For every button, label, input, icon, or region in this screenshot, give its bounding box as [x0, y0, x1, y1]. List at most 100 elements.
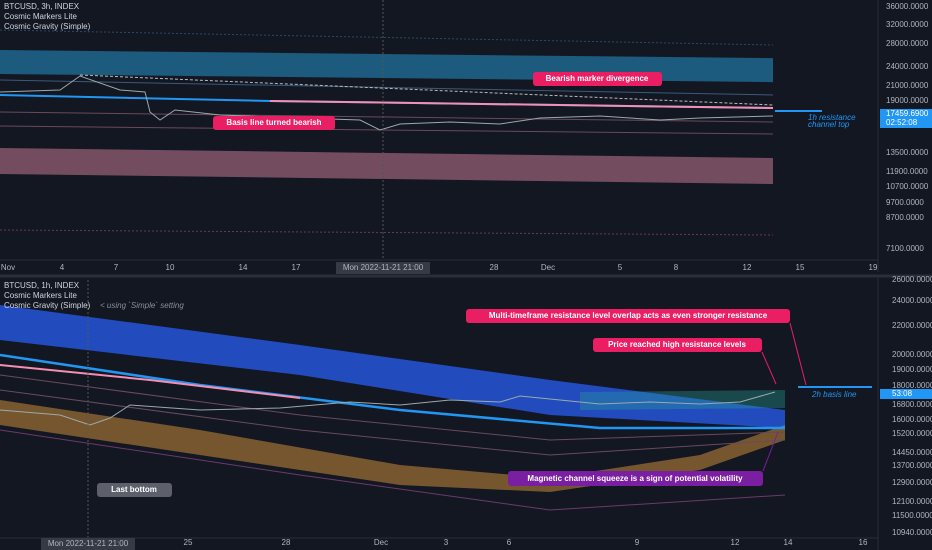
header: Cosmic Gravity (Simple): [4, 301, 91, 310]
line: [0, 79, 774, 96]
line: [0, 374, 786, 441]
y-label: 36000.0000: [886, 2, 929, 11]
x-label: 12: [731, 538, 740, 547]
annotation: Price reached high resistance levels: [608, 340, 746, 349]
line: [0, 111, 774, 123]
x-label: 15: [796, 263, 805, 272]
x-label: 14: [239, 263, 248, 272]
y-label: 24000.0000: [886, 62, 929, 71]
side-note: channel top: [808, 120, 850, 129]
basis-line: [0, 353, 785, 430]
x-label: 25: [184, 538, 193, 547]
x-label: 8: [674, 263, 679, 272]
y-label: 12900.0000: [892, 478, 932, 487]
band: [0, 305, 785, 428]
basis-line: [0, 364, 301, 399]
price-tag-text: 53:08: [892, 389, 913, 398]
band: [580, 390, 785, 410]
x-label: 14: [784, 538, 793, 547]
pointer: [789, 322, 807, 386]
y-label: 11500.0000: [892, 511, 932, 520]
x-label: 16: [859, 538, 868, 547]
y-axis: 36000.0000 32000.0000 28000.0000 24000.0…: [880, 2, 932, 253]
pointer: [761, 351, 777, 385]
x-label: 3: [444, 538, 449, 547]
y-label: 16800.0000: [892, 400, 932, 409]
price-tag: [880, 109, 932, 128]
x-label: 17: [292, 263, 301, 272]
band: [0, 148, 773, 184]
annotation-box: [508, 471, 763, 486]
bottom-chart: BTCUSD, 1h, INDEX Cosmic Markers Lite Co…: [0, 275, 932, 550]
y-label: 16000.0000: [892, 415, 932, 424]
x-label: 19: [869, 263, 878, 272]
header: BTCUSD, 3h, INDEX: [4, 2, 80, 11]
x-label: 6: [507, 538, 512, 547]
crosshair-label: Mon 2022-11-21 21:00: [343, 263, 424, 272]
price-tag: [880, 389, 932, 399]
x-label: Dec: [374, 538, 388, 547]
crosshair-tag: [41, 538, 135, 550]
y-label: 7100.0000: [886, 244, 924, 253]
y-label: 10940.0000: [892, 528, 932, 537]
annotation-box: [533, 72, 662, 86]
x-label: 9: [635, 538, 640, 547]
x-axis: Nov 4 7 10 14 17 28 Dec 5 8 12 15 19 Mon…: [1, 262, 878, 274]
y-label: 10700.0000: [886, 182, 929, 191]
line: [0, 29, 774, 46]
header: Cosmic Markers Lite: [4, 291, 77, 300]
x-label: Dec: [541, 263, 555, 272]
annotation: Bearish marker divergence: [546, 74, 649, 83]
price: [0, 391, 776, 426]
y-label: 21000.0000: [886, 81, 929, 90]
y-label: 32000.0000: [886, 20, 929, 29]
crosshair-label: Mon 2022-11-21 21:00: [48, 539, 129, 548]
header: Cosmic Markers Lite: [4, 12, 77, 21]
band: [0, 400, 785, 492]
line: [0, 389, 786, 456]
crosshair-tag: [336, 262, 430, 274]
price-tag-text: 02:52:08: [886, 118, 918, 127]
top-chart: BTCUSD, 3h, INDEX Cosmic Markers Lite Co…: [0, 0, 932, 274]
line: [0, 429, 786, 511]
y-label: 20000.0000: [892, 350, 932, 359]
annotation-box: [97, 483, 172, 497]
basis-line: [269, 100, 774, 109]
y-label: 19000.0000: [892, 365, 932, 374]
x-axis: 25 28 Dec 3 6 9 12 14 16 Mon 2022-11-21 …: [41, 538, 868, 550]
y-label: 9700.0000: [886, 198, 924, 207]
x-label: 12: [743, 263, 752, 272]
annotation: Multi-timeframe resistance level overlap…: [489, 311, 768, 320]
x-label: Nov: [1, 263, 15, 272]
annotation-box: [466, 309, 790, 323]
y-label: 13500.0000: [886, 148, 929, 157]
y-label: 13700.0000: [892, 461, 932, 470]
y-label: 18000.0000: [892, 381, 932, 390]
pointer: [762, 431, 779, 472]
side-note: 1h resistance: [808, 113, 856, 122]
line: [0, 125, 774, 135]
y-label: 26000.0000: [892, 275, 932, 284]
y-label: 28000.0000: [886, 39, 929, 48]
divergence-line: [79, 74, 774, 106]
annotation: Basis line turned bearish: [226, 118, 321, 127]
header: BTCUSD, 1h, INDEX: [4, 281, 80, 290]
annotation: Magnetic channel squeeze is a sign of po…: [527, 474, 743, 483]
x-label: 10: [166, 263, 175, 272]
header: Cosmic Gravity (Simple): [4, 22, 91, 31]
annotation-box: [593, 338, 762, 352]
y-label: 12100.0000: [892, 497, 932, 506]
x-label: 5: [618, 263, 623, 272]
x-label: 28: [490, 263, 499, 272]
x-label: 4: [60, 263, 65, 272]
x-label: 7: [114, 263, 119, 272]
price-tag-text: 17459.6900: [886, 109, 929, 118]
setting-note: < using `Simple` setting: [100, 301, 184, 310]
y-label: 22000.0000: [892, 321, 932, 330]
y-label: 24000.0000: [892, 296, 932, 305]
annotation-box: [213, 116, 335, 130]
y-axis: 26000.0000 24000.0000 22000.0000 20000.0…: [880, 275, 932, 537]
x-label: 28: [282, 538, 291, 547]
y-label: 11900.0000: [886, 167, 928, 176]
